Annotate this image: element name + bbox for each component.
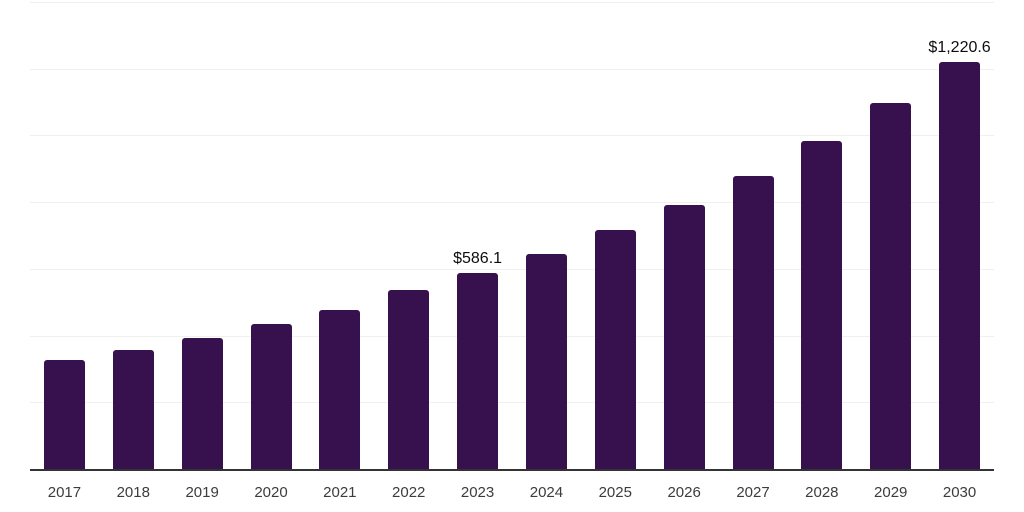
gridline: [30, 335, 994, 337]
x-tick-label-2017: 2017: [47, 484, 82, 501]
x-tick-label-2019: 2019: [185, 484, 219, 501]
gridline: [30, 268, 994, 270]
gridline: [30, 202, 994, 204]
bar-2018: [112, 349, 154, 469]
bar-2028: [801, 140, 843, 469]
x-tick-label-2023: 2023: [460, 484, 495, 501]
gridline: [30, 402, 994, 404]
x-tick-label-2025: 2025: [598, 484, 632, 501]
bar-2025: [594, 230, 636, 469]
bar-2030: [939, 61, 981, 469]
x-tick-label-2029: 2029: [874, 484, 908, 501]
bar-2029: [870, 102, 912, 469]
x-tick-label-2028: 2028: [805, 484, 839, 501]
gridline: [30, 135, 994, 137]
bar-2021: [319, 309, 361, 469]
x-tick-label-2022: 2022: [392, 484, 426, 501]
bar-2017: [43, 359, 85, 469]
x-tick-label-2020: 2020: [254, 484, 288, 501]
bar-2022: [388, 289, 430, 469]
bar-2019: [181, 337, 223, 469]
bar-value-label-2023: $586.1: [453, 250, 503, 268]
gridline: [30, 68, 994, 70]
bar-2020: [250, 323, 292, 469]
x-tick-label-2030: 2030: [942, 484, 977, 501]
gridline: [30, 2, 994, 3]
x-axis-line: [30, 469, 994, 471]
x-tick-label-2021: 2021: [323, 484, 357, 501]
x-tick-label-2018: 2018: [116, 484, 150, 501]
bar-2024: [525, 253, 567, 469]
bar-2027: [732, 175, 774, 469]
x-tick-label-2024: 2024: [529, 484, 564, 501]
plot-area: 2017 2018 2019 2020 2021 2022 $586.1 2023 2024 20…: [30, 0, 994, 512]
bar-2026: [663, 204, 705, 469]
x-tick-label-2027: 2027: [736, 484, 770, 501]
bar-2023: [457, 273, 499, 469]
x-tick-label-2026: 2026: [667, 484, 701, 501]
bar-value-label-2030: $1,220.6: [928, 38, 991, 56]
